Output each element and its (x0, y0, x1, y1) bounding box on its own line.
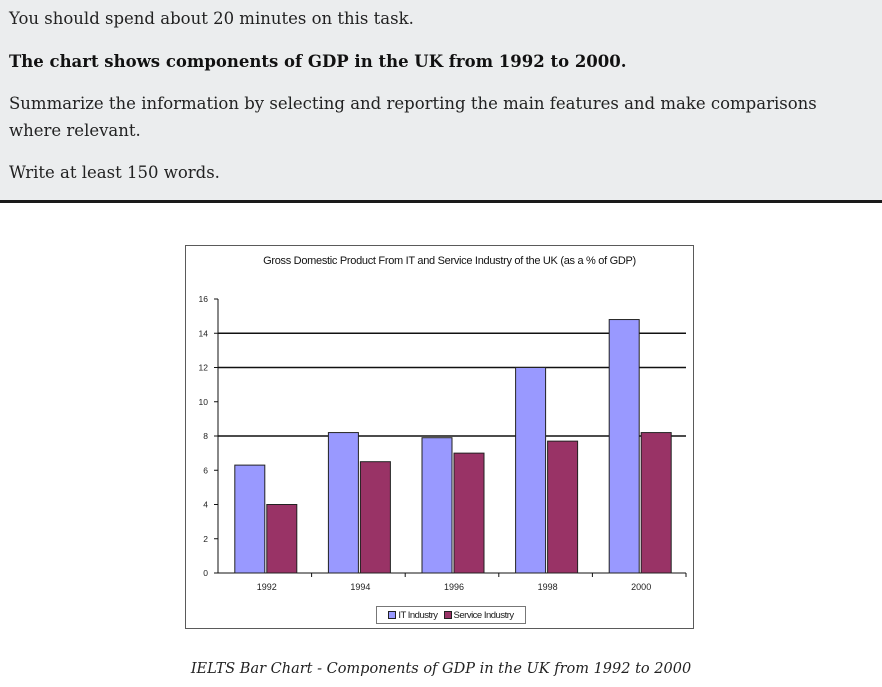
bar-service-industry (547, 440, 579, 574)
x-tick-label: 2000 (631, 582, 651, 592)
bar-it-industry (515, 367, 547, 574)
bar-chart-plot: 0 2 4 6 8 10 12 14 16 1992 1994 1996 1998 2000 (199, 294, 687, 592)
x-tick-label: 1994 (350, 582, 370, 592)
task-instruction: Summarize the information by selecting a… (9, 94, 817, 140)
legend-label-service: Service Industry (453, 609, 515, 621)
bar-service-industry (359, 461, 391, 574)
legend-item-service: Service Industry (443, 609, 515, 621)
x-tick-label: 1998 (538, 582, 558, 592)
chart-title: Gross Domestic Product From IT and Servi… (263, 255, 636, 267)
y-tick-label: 12 (199, 363, 209, 373)
bar-it-industry (234, 464, 266, 574)
bar-it-industry (608, 319, 640, 574)
chart-frame: Gross Domestic Product From IT and Servi… (185, 245, 694, 629)
chart-legend: IT Industry Service Industry (376, 606, 526, 624)
chart-caption: IELTS Bar Chart - Components of GDP in t… (190, 661, 692, 677)
y-tick-label: 0 (203, 568, 208, 578)
y-tick-label: 4 (203, 500, 208, 510)
y-tick-label: 14 (199, 328, 209, 338)
legend-label-it: IT Industry (398, 609, 438, 621)
bar-service-industry (266, 504, 298, 574)
y-tick-label: 2 (203, 534, 208, 544)
word-count-note: Write at least 150 words. (9, 163, 220, 182)
task-prompt-box: You should spend about 20 minutes on thi… (0, 0, 882, 203)
y-tick-label: 10 (199, 397, 209, 407)
y-tick-label: 8 (203, 431, 208, 441)
legend-swatch-service (443, 611, 452, 619)
x-tick-label: 1996 (444, 582, 464, 592)
x-tick-label: 1992 (257, 582, 277, 592)
time-note: You should spend about 20 minutes on thi… (9, 9, 414, 28)
y-tick-label: 16 (199, 294, 209, 304)
legend-item-it: IT Industry (388, 609, 438, 621)
bar-service-industry (453, 452, 485, 574)
legend-swatch-it (388, 611, 397, 619)
task-heading: The chart shows components of GDP in the… (9, 52, 627, 71)
bar-service-industry (640, 432, 672, 574)
bar-it-industry (327, 432, 359, 574)
y-tick-label: 6 (203, 465, 208, 475)
bar-it-industry (421, 437, 453, 574)
